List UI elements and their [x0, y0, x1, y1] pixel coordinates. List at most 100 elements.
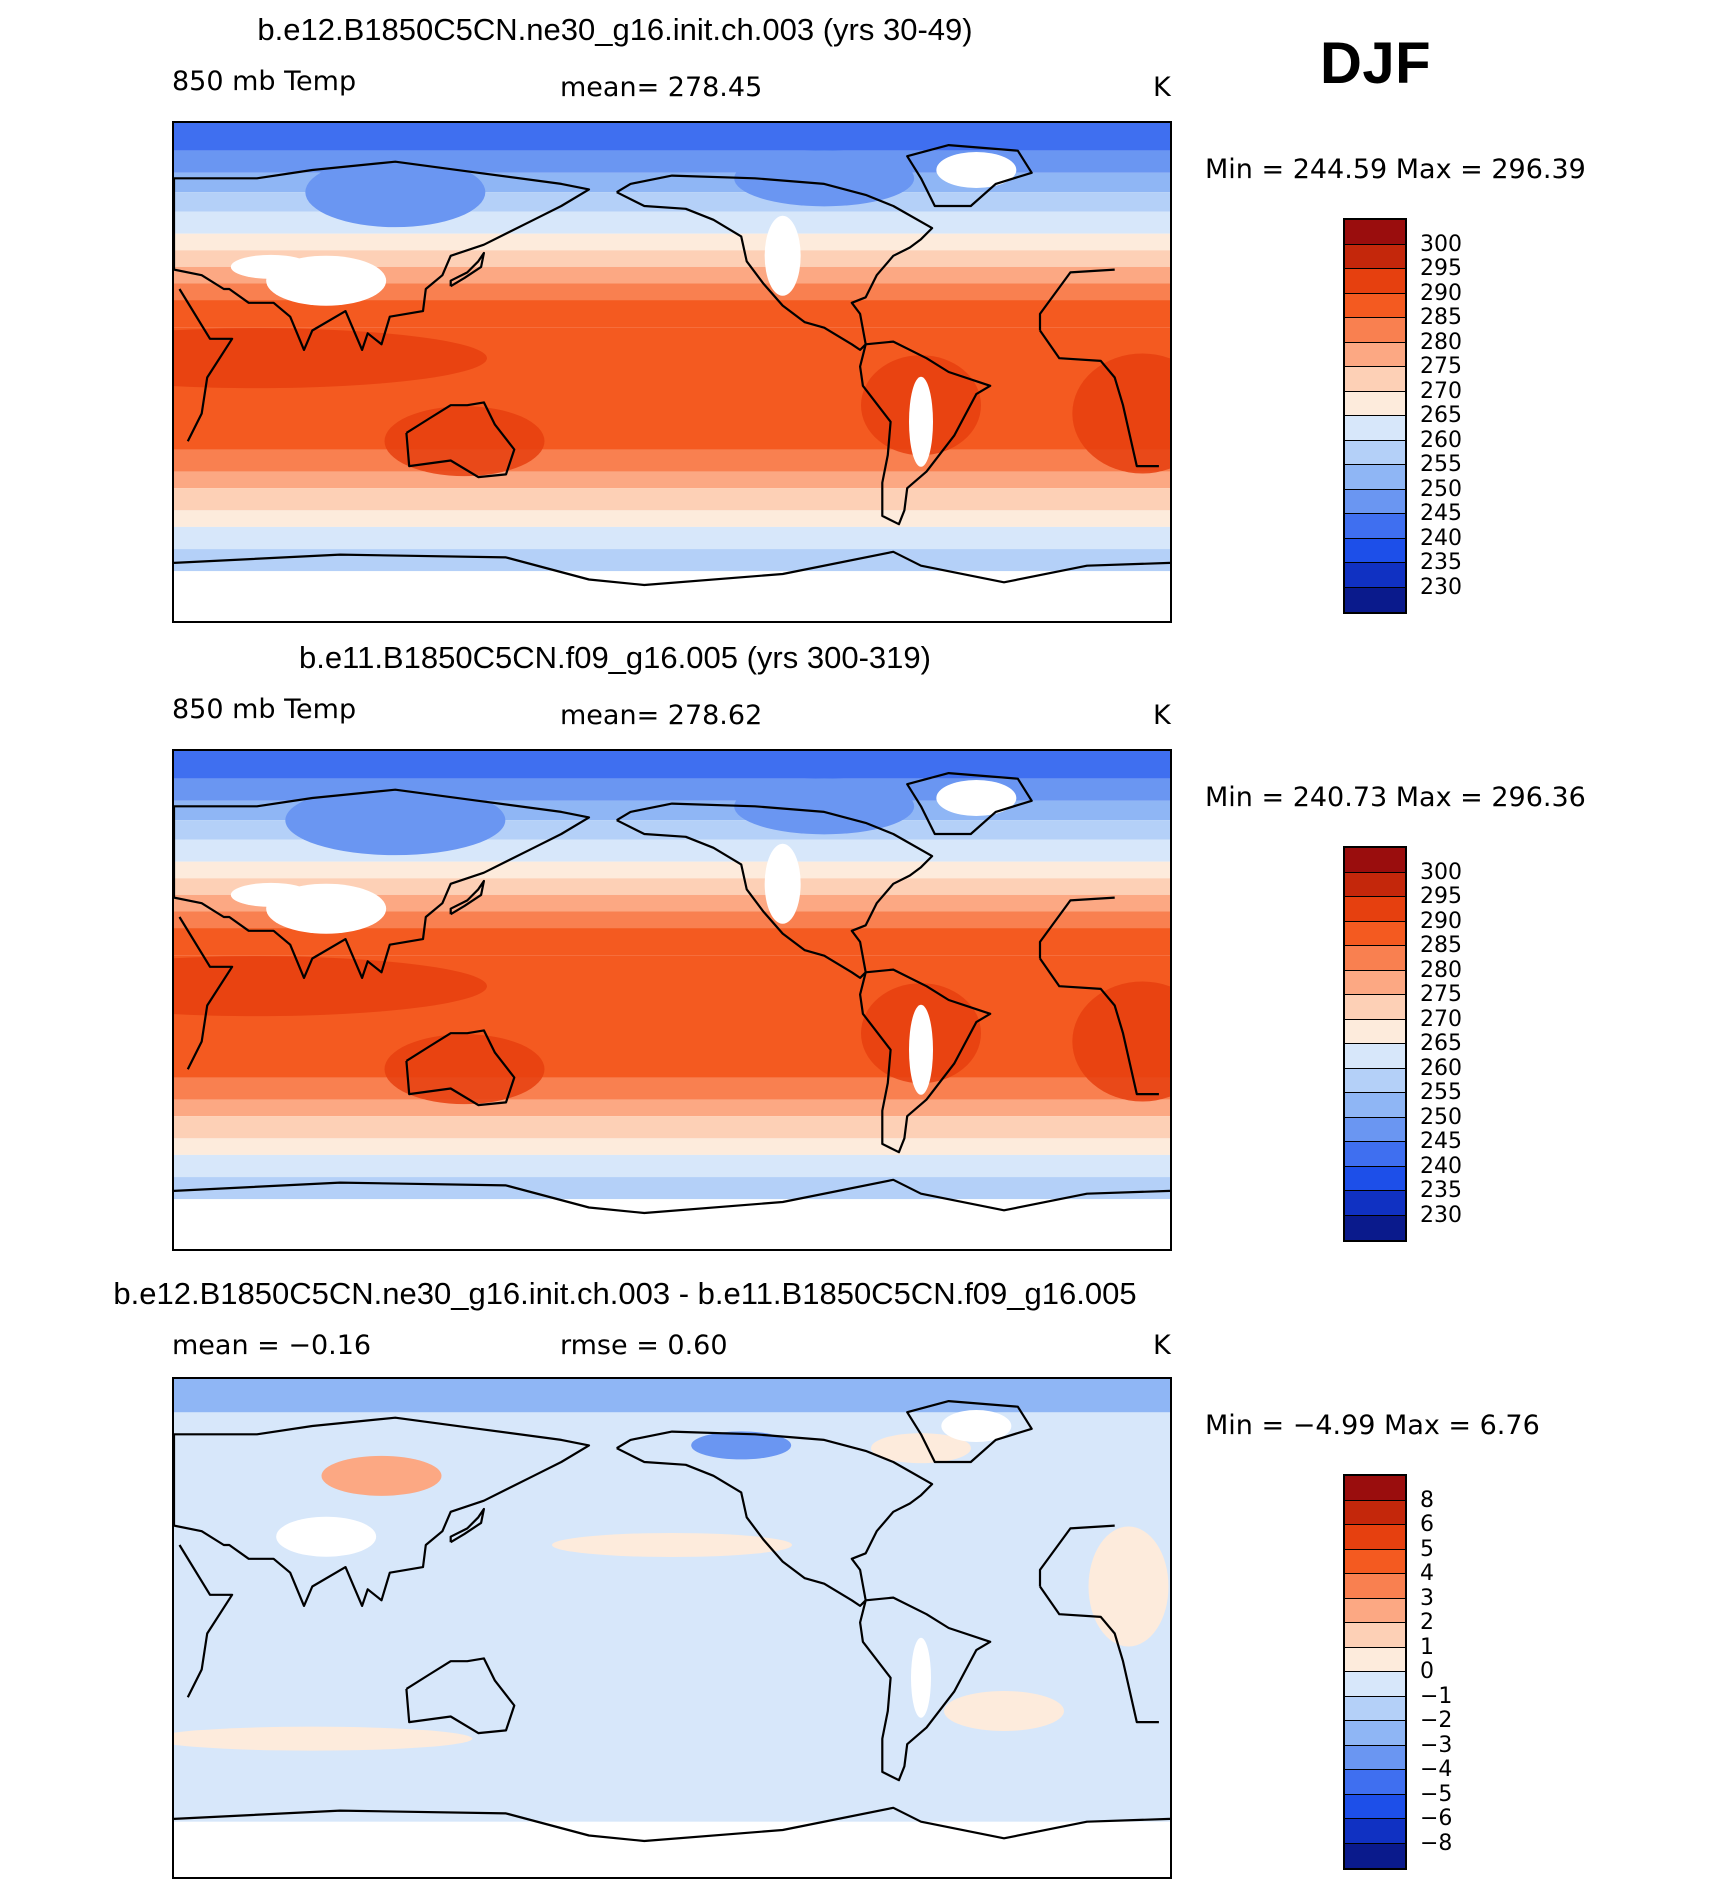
min-max-label: Min = −4.99 Max = 6.76 [1205, 1410, 1540, 1441]
positive-anomaly [871, 1433, 971, 1464]
colorbar-swatch [1345, 1574, 1405, 1599]
colorbar-swatch [1345, 1093, 1405, 1118]
warm-region [1072, 353, 1170, 474]
temperature-band [174, 1116, 1170, 1139]
colorbar-tick-label: −2 [1420, 1708, 1453, 1733]
positive-anomaly [944, 1691, 1064, 1731]
warm-region [1072, 981, 1170, 1102]
temperature-map [172, 749, 1172, 1251]
difference-background [174, 1379, 1170, 1877]
colorbar-swatch [1345, 538, 1405, 563]
masked-topography [764, 215, 801, 296]
warm-region [174, 328, 487, 389]
difference-map [172, 1377, 1172, 1879]
temperature-band [174, 549, 1170, 572]
colorbar-tick-label: 265 [1420, 1031, 1462, 1056]
colorbar-swatch [1345, 1117, 1405, 1142]
colorbar-swatch [1345, 1549, 1405, 1574]
temperature-band [174, 211, 1170, 234]
temperature-band [174, 526, 1170, 550]
coastline [616, 174, 934, 351]
positive-anomaly [321, 1455, 442, 1496]
colorbar-swatch [1345, 970, 1405, 995]
colorbar-tick-label: 5 [1420, 1536, 1434, 1562]
temperature-band [174, 571, 1170, 621]
colorbar-swatch [1345, 1770, 1405, 1795]
colorbar-tick-label: 245 [1420, 501, 1462, 526]
colorbar-tick-label: 300 [1420, 859, 1462, 885]
colorbar-tick-label: −6 [1420, 1806, 1453, 1831]
colorbar-swatch [1345, 1191, 1405, 1216]
coastline [859, 1596, 992, 1782]
coastline [174, 1416, 591, 1607]
colorbar-tick-label: 235 [1420, 550, 1462, 575]
colorbar-tick-label: 255 [1420, 1080, 1462, 1105]
colorbar-swatch [1345, 1745, 1405, 1770]
temperature-band [174, 878, 1170, 895]
colorbar-tick-label: 260 [1420, 1055, 1462, 1081]
colorbar-swatch [1345, 367, 1405, 392]
masked-topography [230, 254, 311, 279]
colorbar-swatch [1345, 1500, 1405, 1525]
colorbar-swatch [1345, 1647, 1405, 1672]
coastline [449, 251, 485, 288]
colorbar-tick-label: −8 [1420, 1830, 1453, 1856]
colorbar-tick-label: 290 [1420, 280, 1462, 306]
colorbar-swatch [1345, 1696, 1405, 1721]
colorbar-swatch [1345, 1525, 1405, 1550]
colorbar-tick-label: 250 [1420, 476, 1462, 502]
colorbar-swatch [1345, 1215, 1405, 1240]
masked-topography [909, 1004, 933, 1095]
map-contours [174, 751, 1170, 1249]
colorbar-swatch [1345, 1166, 1405, 1191]
colorbar-tick-label: 270 [1420, 378, 1462, 404]
coastline [178, 896, 1159, 1096]
coastline [174, 1178, 1170, 1215]
colorbar-swatch [1345, 897, 1405, 922]
colorbar-swatch [1345, 1794, 1405, 1819]
panel-1: b.e12.B1850C5CN.ne30_g16.init.ch.003 (yr… [0, 0, 1710, 623]
coastline [405, 401, 516, 479]
temperature-band [174, 266, 1170, 284]
masked-topography [941, 1410, 1012, 1443]
colorbar-tick-label: 8 [1420, 1487, 1434, 1513]
colorbar-swatch [1345, 1672, 1405, 1697]
difference-band [174, 1379, 1170, 1413]
coastline [906, 772, 1033, 836]
coastline [174, 160, 591, 351]
colorbar [1343, 218, 1407, 614]
variable-label: 850 mb Temp [172, 694, 357, 725]
map-contours [174, 1379, 1170, 1877]
masked-topography [909, 376, 933, 467]
coastline [174, 788, 591, 979]
coastline [178, 268, 1159, 468]
coastline [178, 1524, 1159, 1724]
masked-topography [230, 882, 311, 907]
warm-region [384, 406, 545, 477]
temperature-band [174, 1099, 1170, 1117]
temperature-band [174, 233, 1170, 251]
cold-region [285, 785, 506, 856]
difference-band [174, 1821, 1170, 1877]
temperature-map [172, 121, 1172, 623]
coastline [174, 1806, 1170, 1843]
temperature-band [174, 861, 1170, 879]
temperature-band [174, 283, 1170, 301]
panel-title: b.e12.B1850C5CN.ne30_g16.init.ch.003 - b… [113, 1276, 1137, 1311]
colorbar-tick-label: 240 [1420, 525, 1462, 551]
colorbar-tick-label: 275 [1420, 982, 1462, 1007]
temperature-band [174, 1177, 1170, 1200]
panel-3: b.e12.B1850C5CN.ne30_g16.init.ch.003 - b… [0, 1256, 1710, 1879]
colorbar-tick-label: 260 [1420, 427, 1462, 453]
colorbar-swatch [1345, 1476, 1405, 1501]
masked-topography [936, 780, 1017, 817]
temperature-band [174, 250, 1170, 267]
colorbar-swatch [1345, 1068, 1405, 1093]
colorbar-tick-label: −5 [1420, 1781, 1453, 1807]
colorbar-tick-label: 250 [1420, 1104, 1462, 1130]
colorbar-swatch [1345, 872, 1405, 897]
temperature-band [174, 488, 1170, 511]
colorbar-tick-label: 285 [1420, 933, 1462, 958]
colorbar-swatch [1345, 995, 1405, 1020]
colorbar-tick-label: 6 [1420, 1512, 1434, 1537]
